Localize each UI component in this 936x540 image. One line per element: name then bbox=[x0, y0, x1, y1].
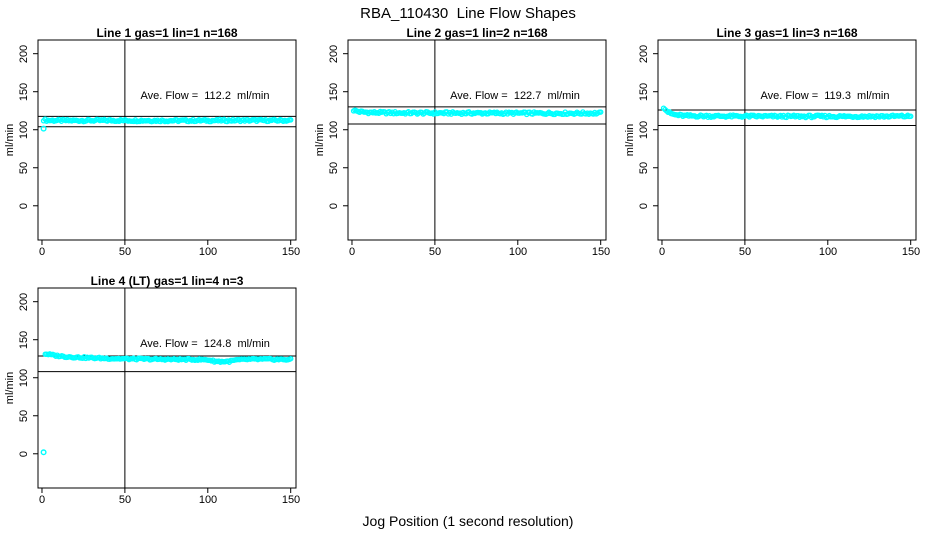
x-tick-label: 150 bbox=[281, 494, 301, 506]
panel-line-2: Line 2 gas=1 lin=2 n=168 Ave. Flow = 122… bbox=[310, 25, 626, 275]
y-axis-label: ml/min bbox=[624, 123, 636, 157]
x-tick-label: 100 bbox=[198, 246, 218, 258]
x-tick-label: 100 bbox=[818, 246, 838, 258]
y-tick-label: 150 bbox=[18, 330, 30, 350]
data-point bbox=[907, 113, 914, 120]
y-tick-label: 100 bbox=[328, 120, 340, 140]
data-points bbox=[40, 351, 294, 456]
x-tick-label: 0 bbox=[348, 246, 356, 258]
panel-line-3: Line 3 gas=1 lin=3 n=168 Ave. Flow = 119… bbox=[620, 25, 936, 275]
outlier-point bbox=[40, 125, 47, 132]
y-tick-label: 100 bbox=[18, 368, 30, 388]
panel-title: Line 2 gas=1 lin=2 n=168 bbox=[406, 26, 548, 40]
plot-box bbox=[347, 39, 607, 241]
panel-line-4: Line 4 (LT) gas=1 lin=4 n=3 Ave. Flow = … bbox=[0, 273, 316, 523]
y-tick-label: 150 bbox=[328, 82, 340, 102]
y-tick-label: 150 bbox=[18, 82, 30, 102]
x-tick-label: 50 bbox=[118, 494, 132, 506]
y-tick-label: 150 bbox=[638, 82, 650, 102]
plot-svg: Ave. Flow = 124.8 ml/min bbox=[33, 287, 297, 493]
data-point bbox=[597, 109, 604, 115]
panel-title: Line 1 gas=1 lin=1 n=168 bbox=[96, 26, 238, 40]
ave-flow-annotation: Ave. Flow = 112.2 ml/min bbox=[141, 90, 270, 102]
x-tick-label: 100 bbox=[198, 494, 218, 506]
x-tick-label: 0 bbox=[38, 246, 46, 258]
plot-svg: Ave. Flow = 122.7 ml/min bbox=[343, 39, 607, 245]
x-tick-label: 50 bbox=[428, 246, 442, 258]
outlier-point bbox=[40, 449, 47, 456]
data-points bbox=[40, 116, 294, 132]
y-tick-label: 200 bbox=[638, 44, 650, 64]
y-tick-label: 0 bbox=[18, 202, 30, 210]
plot-svg: Ave. Flow = 119.3 ml/min bbox=[653, 39, 917, 245]
main-title: RBA_110430 Line Flow Shapes bbox=[360, 5, 576, 22]
ave-flow-annotation: Ave. Flow = 122.7 ml/min bbox=[450, 90, 580, 102]
y-tick-label: 50 bbox=[18, 161, 30, 175]
y-tick-label: 100 bbox=[18, 120, 30, 140]
data-points bbox=[660, 105, 914, 121]
panel-title: Line 4 (LT) gas=1 lin=4 n=3 bbox=[90, 274, 244, 288]
y-tick-label: 50 bbox=[638, 161, 650, 175]
x-axis-label: Jog Position (1 second resolution) bbox=[362, 513, 574, 529]
ave-flow-annotation: Ave. Flow = 119.3 ml/min bbox=[761, 90, 890, 102]
y-tick-label: 200 bbox=[18, 292, 30, 312]
y-tick-label: 0 bbox=[328, 202, 340, 210]
y-axis-label: ml/min bbox=[4, 123, 16, 157]
x-tick-label: 0 bbox=[38, 494, 46, 506]
x-tick-label: 150 bbox=[281, 246, 301, 258]
y-tick-label: 100 bbox=[638, 120, 650, 140]
x-tick-label: 150 bbox=[591, 246, 611, 258]
x-tick-label: 50 bbox=[738, 246, 752, 258]
y-tick-label: 50 bbox=[328, 161, 340, 175]
y-tick-label: 50 bbox=[18, 409, 30, 423]
plot-svg: Ave. Flow = 112.2 ml/min bbox=[33, 39, 297, 245]
y-tick-label: 200 bbox=[328, 44, 340, 64]
x-tick-label: 50 bbox=[118, 246, 132, 258]
y-axis-label: ml/min bbox=[4, 371, 16, 405]
y-tick-label: 200 bbox=[18, 44, 30, 64]
data-point bbox=[287, 355, 294, 362]
x-tick-label: 100 bbox=[508, 246, 528, 258]
plot-box bbox=[37, 39, 297, 241]
y-axis-label: ml/min bbox=[314, 123, 326, 157]
plot-box bbox=[657, 39, 917, 241]
x-tick-label: 0 bbox=[658, 246, 666, 258]
y-tick-label: 0 bbox=[638, 202, 650, 210]
data-point bbox=[287, 117, 294, 123]
data-points bbox=[350, 107, 604, 118]
panel-title: Line 3 gas=1 lin=3 n=168 bbox=[716, 26, 858, 40]
ave-flow-annotation: Ave. Flow = 124.8 ml/min bbox=[140, 338, 270, 350]
plot-box bbox=[37, 287, 297, 489]
y-tick-label: 0 bbox=[18, 450, 30, 458]
x-tick-label: 150 bbox=[901, 246, 921, 258]
panel-line-1: Line 1 gas=1 lin=1 n=168 Ave. Flow = 112… bbox=[0, 25, 316, 275]
